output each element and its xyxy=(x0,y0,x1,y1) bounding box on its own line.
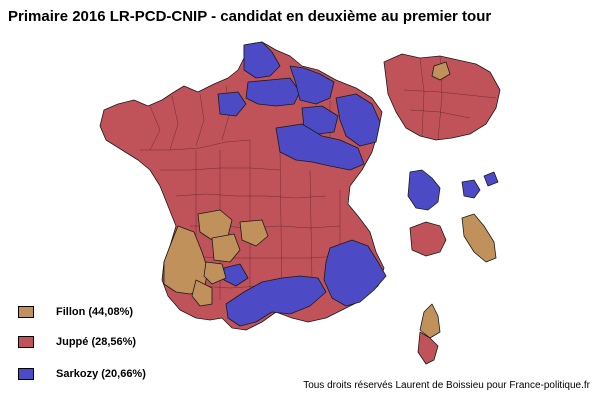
haute-corse-fillon xyxy=(419,303,441,339)
grand-est-sarkozy xyxy=(335,93,381,147)
eure-sarkozy xyxy=(217,91,247,117)
pyrenees-fillon xyxy=(191,279,213,307)
legend-swatch-fillon xyxy=(18,306,34,318)
lot-fillon xyxy=(203,261,227,285)
reunion-fillon xyxy=(461,213,497,263)
martinique-sarkozy xyxy=(461,179,481,199)
ardennes-sarkozy xyxy=(289,65,335,105)
map-title: Primaire 2016 LR-PCD-CNIP - candidat en … xyxy=(8,8,492,25)
guyane-juppe xyxy=(409,221,447,257)
copyright-credit: Tous droits réservés Laurent de Boissieu… xyxy=(303,380,590,391)
legend-swatch-sarkozy xyxy=(18,368,34,380)
legend-label-juppe: Juppé (28,56%) xyxy=(56,336,137,348)
haute-vienne-fillon xyxy=(239,219,269,247)
idf-inset-borders xyxy=(403,55,497,141)
languedoc-sarkozy xyxy=(225,275,327,327)
gironde-landes-fillon xyxy=(163,225,209,295)
legend-label-sarkozy: Sarkozy (20,66%) xyxy=(56,368,146,380)
somme-aisne-sarkozy xyxy=(245,77,301,107)
guadeloupe-sarkozy xyxy=(407,169,441,211)
corse-du-sud-juppe xyxy=(417,331,439,365)
legend-item-fillon: Fillon (44,08%) xyxy=(18,304,133,320)
legend-swatch-juppe xyxy=(18,336,34,348)
bourgogne-sarkozy xyxy=(275,123,365,171)
legend-label-fillon: Fillon (44,08%) xyxy=(56,306,134,318)
rhone-alpes-sarkozy xyxy=(323,239,387,307)
nord-pas-de-calais-sarkozy xyxy=(243,41,281,79)
legend-item-juppe: Juppé (28,56%) xyxy=(18,334,136,350)
legend-item-sarkozy: Sarkozy (20,66%) xyxy=(18,366,146,382)
correze-fillon xyxy=(211,233,241,263)
martinique-islet-sarkozy xyxy=(483,171,499,187)
paris-inset-fillon xyxy=(431,61,451,81)
